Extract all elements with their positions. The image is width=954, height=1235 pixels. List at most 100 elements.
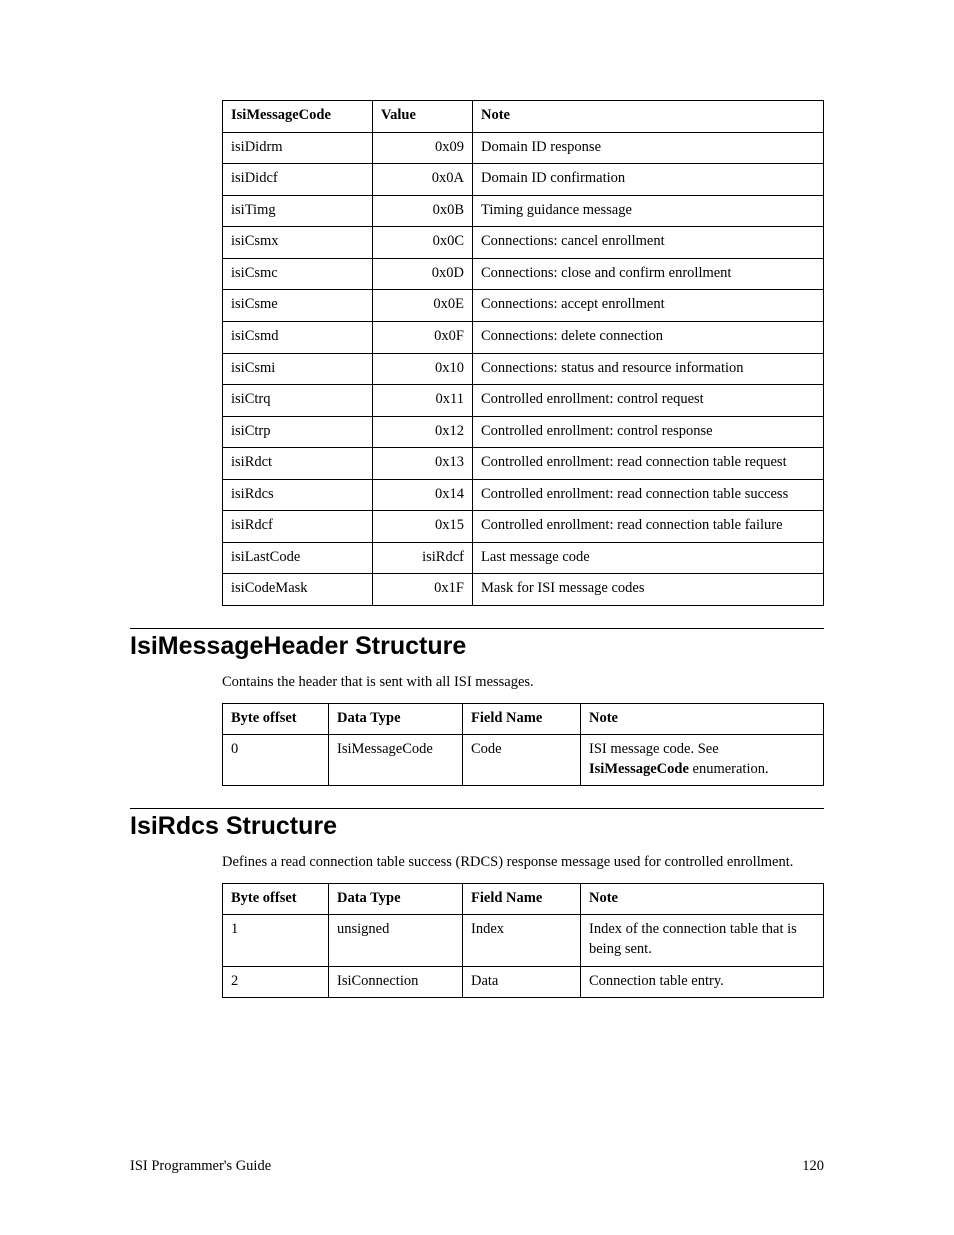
- cell-offset: 1: [223, 915, 329, 966]
- cell-note: Controlled enrollment: control response: [473, 416, 824, 448]
- table-row: isiCtrp0x12Controlled enrollment: contro…: [223, 416, 824, 448]
- table-row: isiCsmi0x10Connections: status and resou…: [223, 353, 824, 385]
- table-row: isiRdct0x13Controlled enrollment: read c…: [223, 448, 824, 480]
- cell-code: isiCsmi: [223, 353, 373, 385]
- cell-value: 0x0F: [373, 321, 473, 353]
- cell-code: isiLastCode: [223, 542, 373, 574]
- cell-value: 0x0B: [373, 195, 473, 227]
- table-header-row: IsiMessageCode Value Note: [223, 101, 824, 133]
- col-header-note: Note: [473, 101, 824, 133]
- cell-note: Controlled enrollment: read connection t…: [473, 511, 824, 543]
- page: IsiMessageCode Value Note isiDidrm0x09Do…: [0, 0, 954, 1235]
- footer-page-number: 120: [802, 1158, 824, 1175]
- cell-note: Connections: status and resource informa…: [473, 353, 824, 385]
- table-row: isiCodeMask0x1FMask for ISI message code…: [223, 574, 824, 606]
- table-row: isiCsmd0x0FConnections: delete connectio…: [223, 321, 824, 353]
- table-body: 1unsignedIndexIndex of the connection ta…: [223, 915, 824, 998]
- table-row: isiTimg0x0BTiming guidance message: [223, 195, 824, 227]
- cell-offset: 0: [223, 735, 329, 786]
- cell-value: 0x15: [373, 511, 473, 543]
- cell-code: isiCodeMask: [223, 574, 373, 606]
- col-header-field: Field Name: [463, 883, 581, 915]
- cell-note: Index of the connection table that is be…: [581, 915, 824, 966]
- col-header-offset: Byte offset: [223, 703, 329, 735]
- cell-code: isiDidcf: [223, 164, 373, 196]
- cell-note: Domain ID confirmation: [473, 164, 824, 196]
- cell-field: Code: [463, 735, 581, 786]
- cell-code: isiTimg: [223, 195, 373, 227]
- cell-value: 0x0D: [373, 258, 473, 290]
- cell-note: Connections: close and confirm enrollmen…: [473, 258, 824, 290]
- col-header-field: Field Name: [463, 703, 581, 735]
- cell-type: unsigned: [329, 915, 463, 966]
- table-row: isiCsmx0x0CConnections: cancel enrollmen…: [223, 227, 824, 259]
- cell-type: IsiMessageCode: [329, 735, 463, 786]
- note-text-post: enumeration.: [689, 761, 769, 777]
- cell-note: Connection table entry.: [581, 966, 824, 998]
- isirdcs-table: Byte offset Data Type Field Name Note 1u…: [222, 883, 824, 998]
- col-header-type: Data Type: [329, 883, 463, 915]
- note-text-pre: ISI message code. See: [589, 741, 719, 757]
- table-header-row: Byte offset Data Type Field Name Note: [223, 703, 824, 735]
- cell-type: IsiConnection: [329, 966, 463, 998]
- table-body: isiDidrm0x09Domain ID responseisiDidcf0x…: [223, 132, 824, 605]
- cell-value: 0x1F: [373, 574, 473, 606]
- col-header-offset: Byte offset: [223, 883, 329, 915]
- table-row: isiCsme0x0EConnections: accept enrollmen…: [223, 290, 824, 322]
- cell-code: isiCsme: [223, 290, 373, 322]
- cell-note: Connections: accept enrollment: [473, 290, 824, 322]
- cell-note: Connections: cancel enrollment: [473, 227, 824, 259]
- col-header-note: Note: [581, 883, 824, 915]
- cell-value: 0x0C: [373, 227, 473, 259]
- cell-value: 0x0E: [373, 290, 473, 322]
- col-header-type: Data Type: [329, 703, 463, 735]
- cell-code: isiCsmd: [223, 321, 373, 353]
- col-header-value: Value: [373, 101, 473, 133]
- table-row: isiLastCodeisiRdcfLast message code: [223, 542, 824, 574]
- cell-code: isiRdcf: [223, 511, 373, 543]
- cell-value: 0x12: [373, 416, 473, 448]
- cell-code: isiCtrp: [223, 416, 373, 448]
- section2-content: Defines a read connection table success …: [222, 853, 824, 998]
- cell-code: isiCsmc: [223, 258, 373, 290]
- content-area: IsiMessageCode Value Note isiDidrm0x09Do…: [222, 100, 824, 606]
- cell-note: Controlled enrollment: control request: [473, 385, 824, 417]
- cell-note: ISI message code. See IsiMessageCode enu…: [581, 735, 824, 786]
- footer-title: ISI Programmer's Guide: [130, 1158, 271, 1175]
- col-header-note: Note: [581, 703, 824, 735]
- cell-note: Last message code: [473, 542, 824, 574]
- table-row: isiCtrq0x11Controlled enrollment: contro…: [223, 385, 824, 417]
- cell-value: 0x09: [373, 132, 473, 164]
- section2-description: Defines a read connection table success …: [222, 853, 824, 873]
- table-row: isiRdcf0x15Controlled enrollment: read c…: [223, 511, 824, 543]
- table-row: 2IsiConnectionDataConnection table entry…: [223, 966, 824, 998]
- cell-note: Connections: delete connection: [473, 321, 824, 353]
- cell-note: Timing guidance message: [473, 195, 824, 227]
- section-heading-isimessageheader: IsiMessageHeader Structure: [130, 628, 824, 661]
- table-row: isiDidcf0x0ADomain ID confirmation: [223, 164, 824, 196]
- cell-field: Data: [463, 966, 581, 998]
- cell-value: 0x10: [373, 353, 473, 385]
- table-row: isiRdcs0x14Controlled enrollment: read c…: [223, 479, 824, 511]
- cell-code: isiCsmx: [223, 227, 373, 259]
- cell-offset: 2: [223, 966, 329, 998]
- cell-value: 0x13: [373, 448, 473, 480]
- cell-note: Controlled enrollment: read connection t…: [473, 448, 824, 480]
- table-row: 0 IsiMessageCode Code ISI message code. …: [223, 735, 824, 786]
- col-header-code: IsiMessageCode: [223, 101, 373, 133]
- note-bold: IsiMessageCode: [589, 761, 689, 777]
- section1-content: Contains the header that is sent with al…: [222, 673, 824, 786]
- cell-code: isiDidrm: [223, 132, 373, 164]
- table-row: isiCsmc0x0DConnections: close and confir…: [223, 258, 824, 290]
- page-footer: ISI Programmer's Guide 120: [130, 1158, 824, 1175]
- table-row: isiDidrm0x09Domain ID response: [223, 132, 824, 164]
- cell-code: isiCtrq: [223, 385, 373, 417]
- cell-value: 0x14: [373, 479, 473, 511]
- cell-note: Controlled enrollment: read connection t…: [473, 479, 824, 511]
- cell-value: 0x11: [373, 385, 473, 417]
- table-header-row: Byte offset Data Type Field Name Note: [223, 883, 824, 915]
- table-row: 1unsignedIndexIndex of the connection ta…: [223, 915, 824, 966]
- cell-note: Domain ID response: [473, 132, 824, 164]
- cell-code: isiRdct: [223, 448, 373, 480]
- isimessageheader-table: Byte offset Data Type Field Name Note 0 …: [222, 703, 824, 787]
